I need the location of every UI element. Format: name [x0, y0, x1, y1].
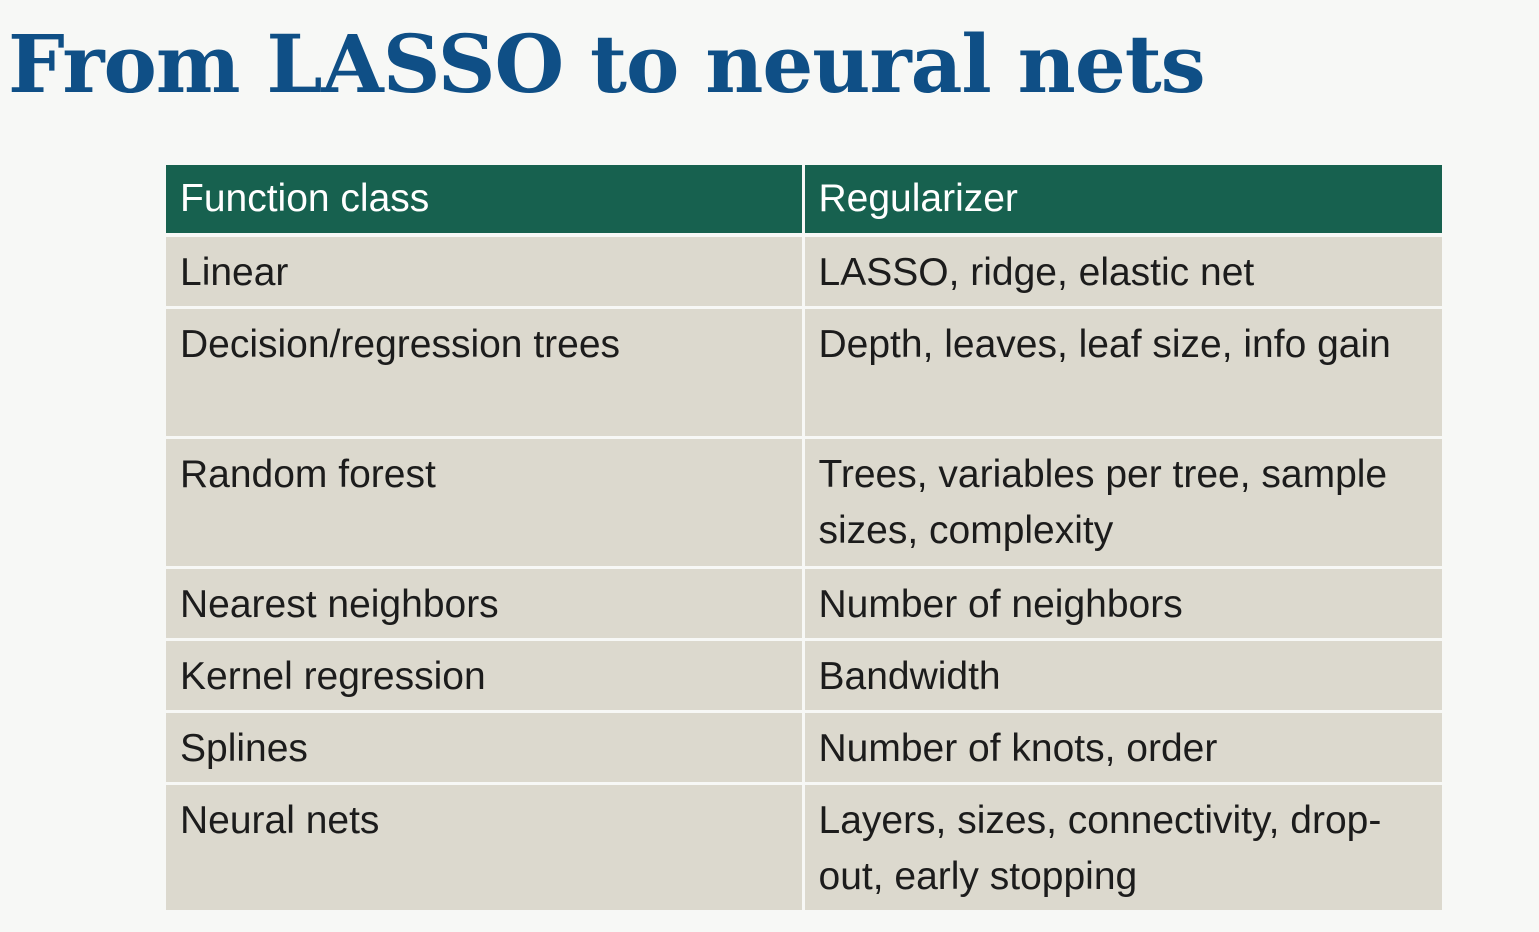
table-row: Kernel regression Bandwidth	[166, 639, 1442, 713]
function-class-cell: Neural nets	[166, 783, 805, 913]
table-header: Function class Regularizer	[166, 165, 1442, 237]
slide-title: From LASSO to neural nets	[8, 17, 1206, 111]
function-class-cell: Decision/regression trees	[166, 307, 805, 439]
table-row: Linear LASSO, ridge, elastic net	[166, 235, 1442, 309]
regularizer-cell: Number of knots, order	[803, 711, 1442, 785]
function-class-cell: Kernel regression	[166, 639, 805, 713]
regularizer-cell: Layers, sizes, connectivity, drop-out, e…	[803, 783, 1442, 913]
column-header-regularizer: Regularizer	[803, 165, 1442, 237]
regularizer-cell: Number of neighbors	[803, 567, 1442, 641]
table-row: Nearest neighbors Number of neighbors	[166, 567, 1442, 641]
table-row: Neural nets Layers, sizes, connectivity,…	[166, 783, 1442, 913]
regularizer-table: Function class Regularizer Linear LASSO,…	[166, 165, 1442, 913]
regularizer-cell: Bandwidth	[803, 639, 1442, 713]
function-class-cell: Splines	[166, 711, 805, 785]
column-header-function-class: Function class	[166, 165, 805, 237]
regularizer-cell: Trees, variables per tree, sample sizes,…	[803, 437, 1442, 569]
regularizer-cell: Depth, leaves, leaf size, info gain	[803, 307, 1442, 439]
regularizer-cell: LASSO, ridge, elastic net	[803, 235, 1442, 309]
table-row: Splines Number of knots, order	[166, 711, 1442, 785]
table-body: Linear LASSO, ridge, elastic net Decisio…	[166, 235, 1442, 913]
table-row: Decision/regression trees Depth, leaves,…	[166, 307, 1442, 439]
function-class-cell: Random forest	[166, 437, 805, 569]
table-header-row: Function class Regularizer	[166, 165, 1442, 237]
function-class-cell: Nearest neighbors	[166, 567, 805, 641]
table-row: Random forest Trees, variables per tree,…	[166, 437, 1442, 569]
function-class-cell: Linear	[166, 235, 805, 309]
